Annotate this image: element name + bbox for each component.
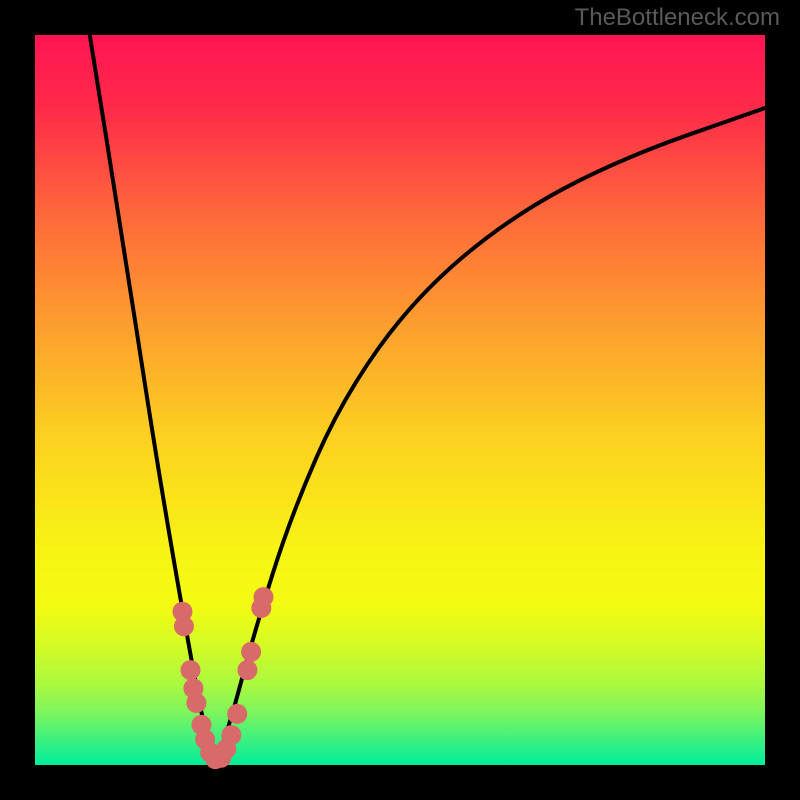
curve-layer [0, 0, 800, 800]
data-marker [237, 660, 257, 680]
data-marker [174, 616, 194, 636]
bottleneck-curve [90, 35, 765, 755]
data-marker [241, 642, 261, 662]
bottleneck-chart: TheBottleneck.com [0, 0, 800, 800]
watermark-text: TheBottleneck.com [575, 4, 780, 32]
data-marker [227, 704, 247, 724]
data-marker [186, 693, 206, 713]
data-marker [180, 660, 200, 680]
data-marker [221, 725, 241, 745]
data-marker [253, 587, 273, 607]
data-markers [172, 587, 273, 769]
